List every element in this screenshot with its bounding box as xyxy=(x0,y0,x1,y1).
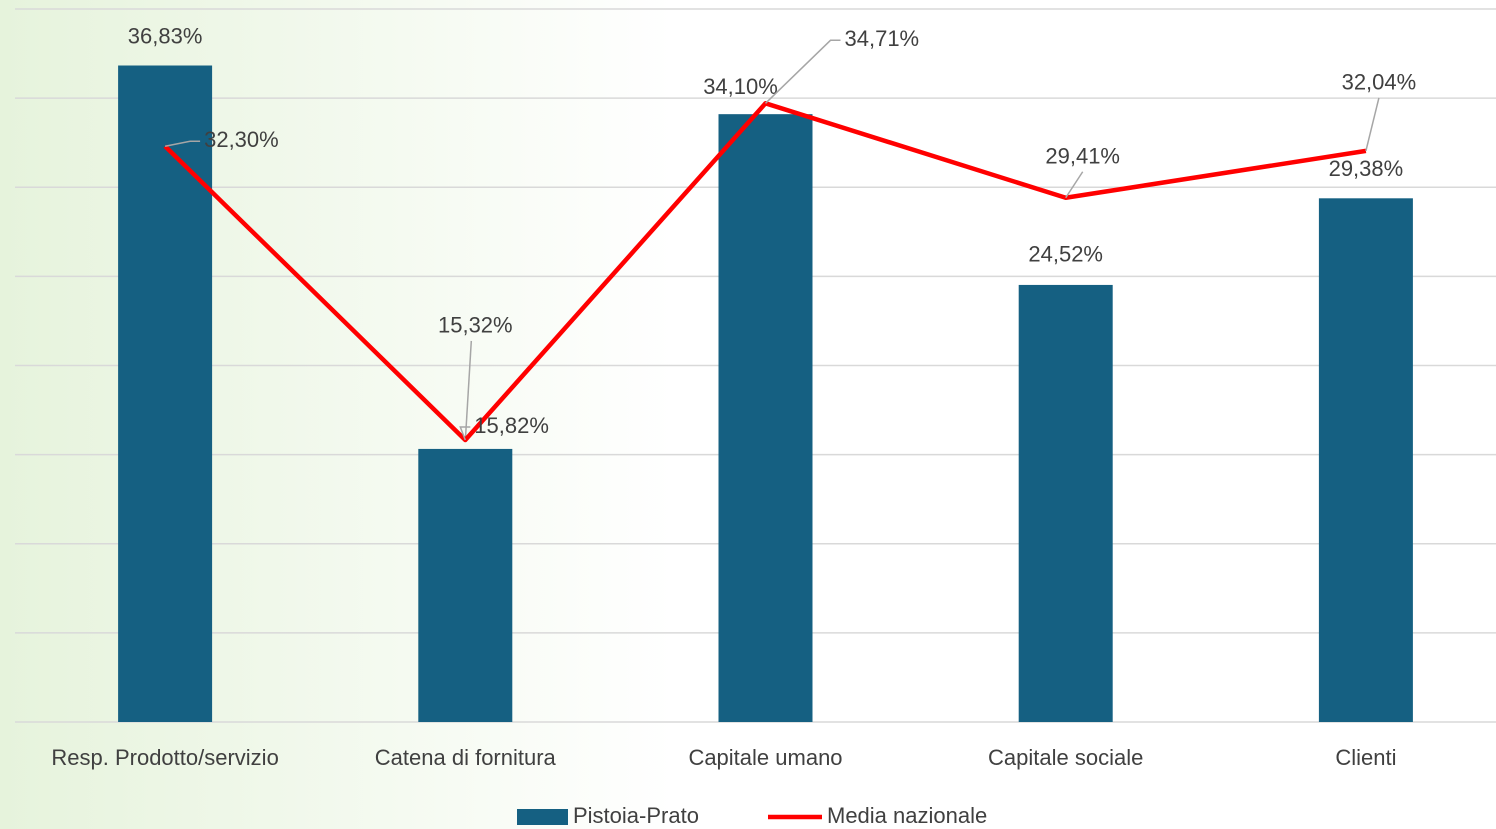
legend-label: Media nazionale xyxy=(827,803,987,828)
x-tick-label: Capitale sociale xyxy=(988,745,1143,770)
x-tick-label: Capitale umano xyxy=(688,745,842,770)
data-label: 24,52% xyxy=(1028,242,1103,267)
data-label: 32,04% xyxy=(1342,70,1417,95)
data-label: 36,83% xyxy=(128,23,203,48)
x-tick-label: Resp. Prodotto/servizio xyxy=(51,745,278,770)
data-label: 34,71% xyxy=(845,26,920,51)
data-label: 32,30% xyxy=(204,127,279,152)
leader-line xyxy=(764,39,841,104)
legend-swatch xyxy=(517,809,568,825)
x-tick-label: Clienti xyxy=(1335,745,1396,770)
data-label: 15,32% xyxy=(438,313,513,338)
data-label: 15,82% xyxy=(474,413,549,438)
data-label: 29,41% xyxy=(1045,144,1120,169)
leader-line xyxy=(1365,97,1380,152)
leader-line xyxy=(464,340,473,441)
bar xyxy=(1318,198,1413,722)
leader-line xyxy=(459,426,471,441)
bar xyxy=(118,65,213,722)
data-label: 34,10% xyxy=(703,74,778,99)
legend-label: Pistoia-Prato xyxy=(573,803,699,828)
leader-line xyxy=(1065,171,1084,199)
bar xyxy=(1018,284,1113,722)
leader-line xyxy=(164,140,201,147)
bar xyxy=(418,448,513,722)
data-label: 29,38% xyxy=(1329,156,1404,181)
x-tick-label: Catena di fornitura xyxy=(375,745,557,770)
bar xyxy=(718,114,813,723)
